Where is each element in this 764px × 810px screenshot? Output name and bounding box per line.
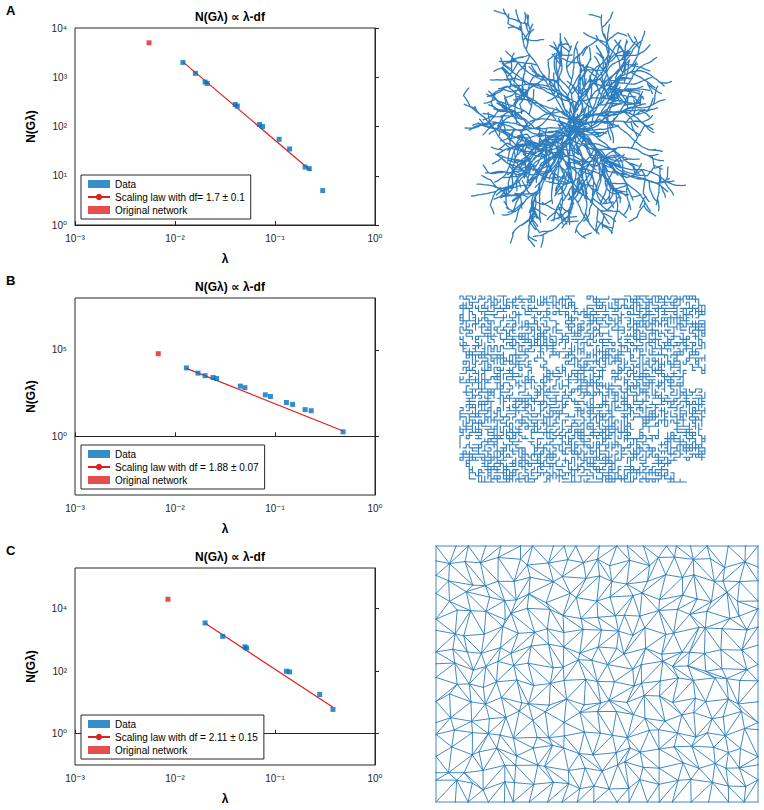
html-text:A: A [6, 3, 16, 18]
svg-text:10⁰: 10⁰ [52, 728, 67, 739]
svg-text:10⁻³: 10⁻³ [65, 233, 85, 244]
svg-text:10⁻²: 10⁻² [165, 773, 185, 784]
svg-text:Scaling law with df= 1.7 ± 0.1: Scaling law with df= 1.7 ± 0.1 [115, 192, 245, 203]
svg-text:Original network: Original network [115, 205, 188, 216]
svg-text:10⁻¹: 10⁻¹ [265, 233, 285, 244]
svg-text:10⁻²: 10⁻² [165, 503, 185, 514]
svg-text:10⁴: 10⁴ [52, 23, 67, 34]
svg-text:λ: λ [222, 252, 229, 266]
svg-text:10⁰: 10⁰ [367, 503, 382, 514]
svg-text:10⁻²: 10⁻² [165, 233, 185, 244]
svg-text:10⁻¹: 10⁻¹ [265, 773, 285, 784]
svg-text:Original network: Original network [115, 475, 188, 486]
svg-text:N(Gλ): N(Gλ) [24, 650, 38, 683]
html-text:B: B [6, 273, 16, 288]
svg-text:Data: Data [115, 179, 137, 190]
svg-text:λ: λ [222, 792, 229, 806]
svg-text:10⁵: 10⁵ [52, 344, 67, 355]
svg-text:10²: 10² [53, 666, 68, 677]
html-text:C: C [6, 543, 16, 558]
svg-text:10⁰: 10⁰ [52, 431, 67, 442]
svg-text:10⁻¹: 10⁻¹ [265, 503, 285, 514]
svg-text:10¹: 10¹ [53, 170, 68, 181]
svg-text:N(Gλ): N(Gλ) [24, 110, 38, 143]
svg-text:Scaling law with df = 2.11 ± 0: Scaling law with df = 2.11 ± 0.15 [115, 732, 258, 743]
svg-text:10⁴: 10⁴ [52, 603, 67, 614]
svg-text:10⁰: 10⁰ [52, 220, 67, 231]
svg-text:N(Gλ) ∝ λ-df: N(Gλ) ∝ λ-df [195, 10, 266, 24]
svg-text:Original network: Original network [115, 745, 188, 756]
svg-text:λ: λ [222, 522, 229, 536]
svg-text:10⁰: 10⁰ [367, 233, 382, 244]
svg-text:N(Gλ): N(Gλ) [24, 380, 38, 413]
svg-text:10⁻³: 10⁻³ [65, 503, 85, 514]
svg-text:10⁰: 10⁰ [367, 773, 382, 784]
svg-text:N(Gλ) ∝ λ-df: N(Gλ) ∝ λ-df [195, 280, 266, 294]
svg-text:10²: 10² [53, 121, 68, 132]
svg-text:N(Gλ) ∝ λ-df: N(Gλ) ∝ λ-df [195, 550, 266, 564]
svg-text:Data: Data [115, 719, 137, 730]
svg-text:Data: Data [115, 449, 137, 460]
svg-text:Scaling law with df = 1.88 ± 0: Scaling law with df = 1.88 ± 0.07 [115, 462, 259, 473]
svg-text:10⁻³: 10⁻³ [65, 773, 85, 784]
svg-text:10³: 10³ [53, 72, 68, 83]
